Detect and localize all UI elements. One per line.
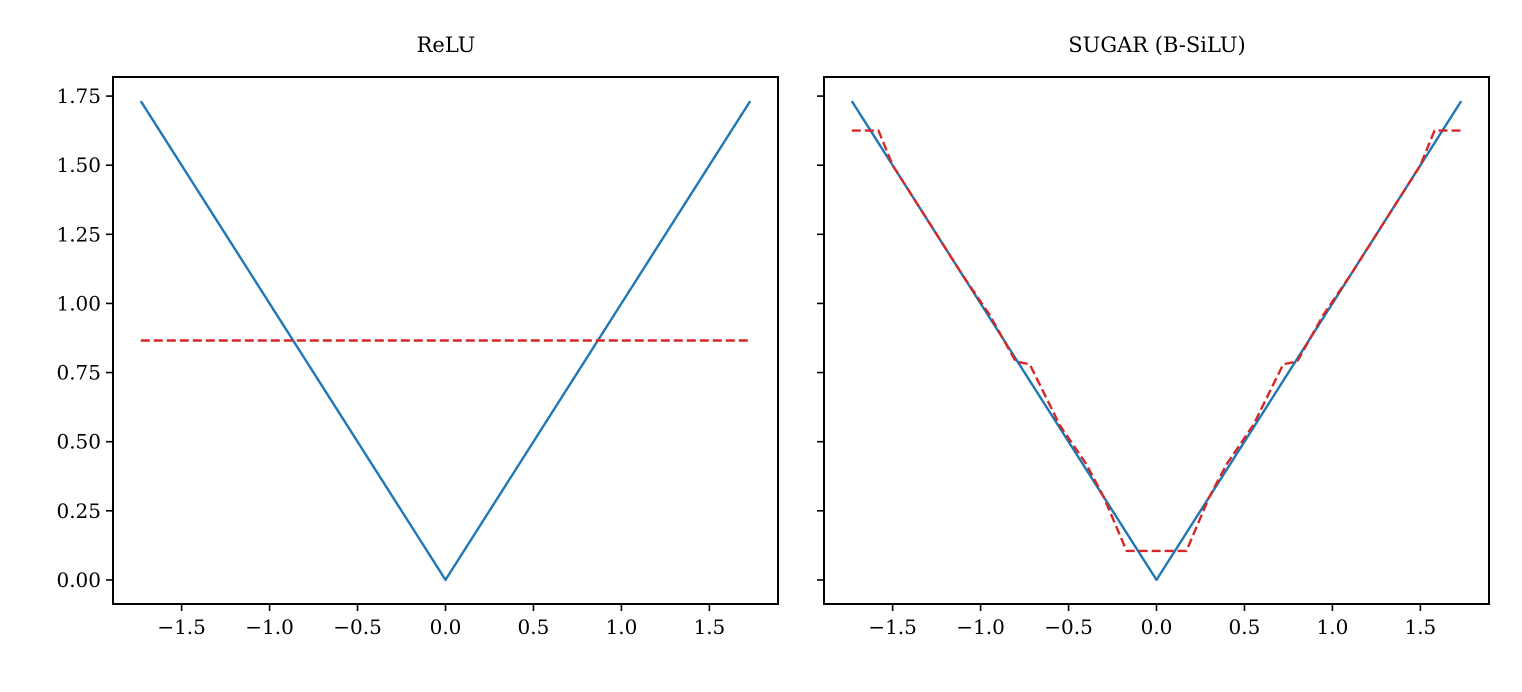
sugar-x-tick-label: 1.5 [1404,615,1436,639]
relu-panel: ReLU −1.5 −1.0 −0.5 0.0 0.5 1.0 1.5 0.00 0.25 0.5… [56,33,779,639]
relu-y-tick-label: 0.50 [56,430,101,454]
sugar-x-tick-label: −0.5 [1044,615,1093,639]
sugar-dashed-series-line [851,129,1462,553]
relu-y-tick-label: 1.00 [56,291,101,315]
relu-x-tick-label: 1.0 [606,615,638,639]
relu-solid-series-line [139,100,752,582]
relu-x-tick-label: 0.5 [518,615,550,639]
relu-plot-area: −1.5 −1.0 −0.5 0.0 0.5 1.0 1.5 0.00 0.25 0.50 0.75… [56,76,779,639]
relu-y-tick-label: 0.75 [56,361,101,385]
sugar-panel-title: SUGAR (B-SiLU) [1068,33,1245,57]
relu-y-tick-label: 1.75 [56,84,101,108]
relu-x-tick-label: 1.5 [693,615,725,639]
sugar-x-tick-label: −1.5 [868,615,917,639]
sugar-axes-frame [823,76,1490,605]
relu-x-tick-label: 0.0 [430,615,462,639]
sugar-x-tick-label: 0.5 [1229,615,1261,639]
relu-x-tick-label: −0.5 [333,615,382,639]
relu-y-tick-label: 0.25 [56,499,101,523]
relu-x-tick-label: −1.5 [157,615,206,639]
relu-y-tick-label: 0.00 [56,568,101,592]
relu-y-tick-label: 1.50 [56,153,101,177]
relu-y-tick-label: 1.25 [56,222,101,246]
sugar-plot-area: −1.5 −1.0 −0.5 0.0 0.5 1.0 1.5 [817,76,1490,639]
relu-panel-title: ReLU [417,33,476,57]
sugar-solid-series-line [850,100,1463,582]
sugar-panel: SUGAR (B-SiLU) −1.5 −1.0 −0.5 0.0 0.5 1.0 1.5 [817,33,1490,639]
sugar-x-tick-label: −1.0 [956,615,1005,639]
sugar-x-tick-label: 0.0 [1141,615,1173,639]
relu-x-tick-label: −1.0 [245,615,294,639]
sugar-x-tick-label: 1.0 [1317,615,1349,639]
